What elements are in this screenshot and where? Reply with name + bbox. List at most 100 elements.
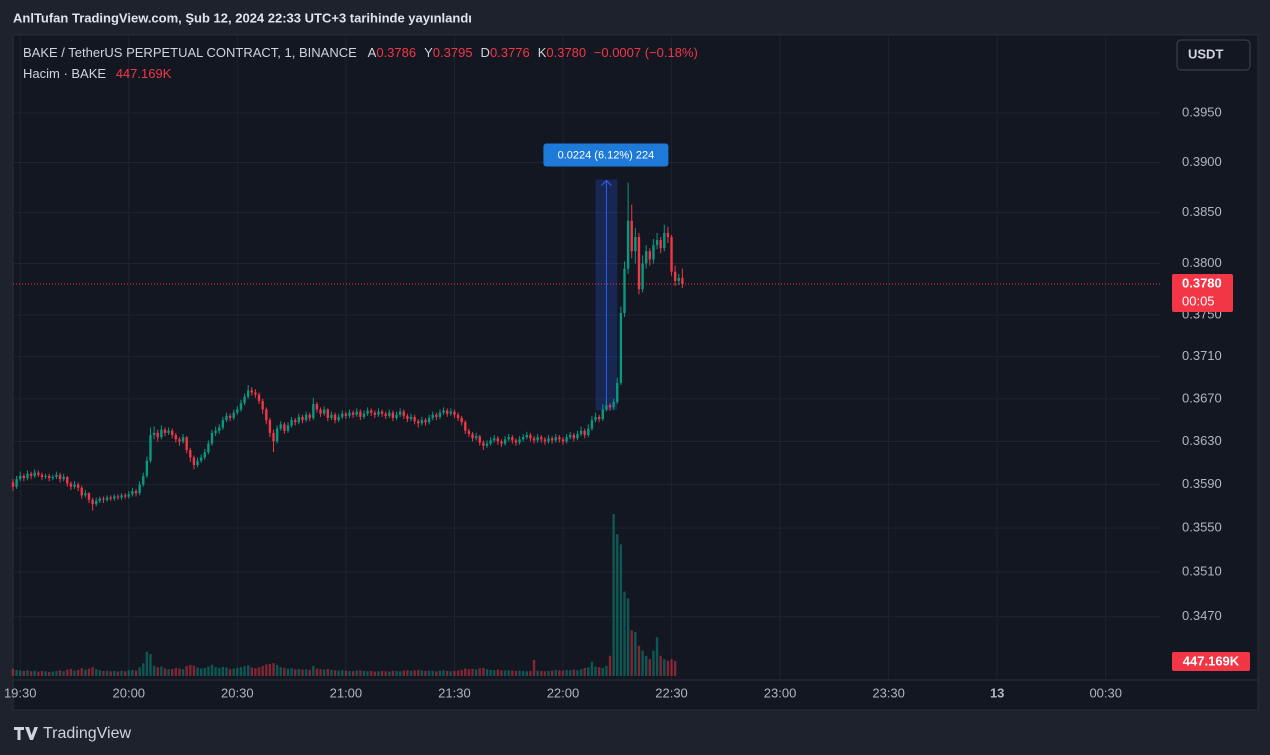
candle-body: [395, 414, 398, 418]
volume-bar: [322, 669, 326, 676]
measure-arrow-head: [601, 179, 612, 186]
candle-body: [579, 430, 583, 434]
volume-bar: [301, 669, 304, 676]
candle-body: [265, 409, 268, 421]
volume-bar: [590, 661, 594, 676]
volume-bar: [402, 670, 405, 676]
volume-bar: [330, 669, 333, 676]
volume-bar: [424, 670, 427, 676]
candle-body: [641, 263, 644, 290]
candle-body: [554, 437, 557, 441]
volume-bar: [62, 671, 65, 676]
volume-bar: [192, 665, 196, 676]
volume-bar: [127, 670, 130, 676]
legend-value: 0.3795: [433, 45, 473, 60]
volume-bar: [579, 669, 583, 676]
candle-body: [44, 475, 47, 477]
candle-body: [37, 472, 40, 475]
candle-body: [413, 416, 416, 422]
chart-panel: [12, 34, 1259, 711]
candle-body: [460, 417, 463, 423]
candle-body: [26, 473, 29, 479]
volume-legend: Hacim · BAKE 447.169K: [23, 66, 172, 81]
y-tick-label: 0.3590: [1182, 476, 1222, 491]
candle-body: [47, 475, 51, 479]
volume-bar: [366, 671, 369, 676]
candle-body: [98, 498, 102, 501]
candle-body: [590, 420, 594, 429]
countdown-label: 00:05: [1182, 293, 1215, 308]
candle-body: [69, 483, 73, 487]
volume-bar: [597, 667, 601, 676]
candle-body: [312, 404, 315, 418]
currency-label[interactable]: USDT: [1188, 46, 1223, 61]
candle-body: [250, 390, 254, 393]
candle-body: [525, 435, 528, 438]
volume-bar: [214, 667, 217, 676]
volume-bar: [109, 671, 112, 676]
candle-body: [134, 491, 138, 494]
candle-body: [623, 268, 626, 313]
volume-bar: [507, 670, 510, 676]
volume-bar: [355, 670, 358, 676]
volume-bar: [612, 514, 615, 676]
volume-bar: [503, 670, 507, 676]
candle-body: [199, 457, 203, 461]
candle-body: [210, 432, 214, 444]
candle-body: [272, 432, 275, 442]
candle-body: [637, 236, 641, 290]
candle-body: [275, 428, 279, 442]
candle-body: [185, 437, 188, 451]
candle-body: [91, 499, 94, 505]
candle-body: [156, 432, 159, 438]
candle-body: [630, 220, 633, 252]
volume-bar: [257, 667, 261, 676]
measure-label: 0.0224 (6.12%) 224: [558, 149, 655, 161]
footer-logo: TradingView: [14, 725, 131, 742]
candle-body: [507, 437, 510, 440]
candle-body: [485, 443, 489, 446]
candle-body: [482, 442, 485, 446]
candle-body: [268, 420, 272, 433]
candle-body: [304, 414, 308, 421]
candle-body: [127, 494, 130, 497]
x-tick-label: 23:00: [764, 685, 797, 700]
legend-value: 0.3776: [490, 45, 530, 60]
volume-bar: [467, 669, 471, 676]
volume-bar: [304, 669, 308, 676]
volume-bar: [15, 669, 18, 676]
candle-body: [123, 495, 127, 497]
candle-body: [308, 414, 311, 418]
candle-body: [192, 457, 196, 466]
candle-body: [109, 497, 112, 499]
candle-body: [601, 409, 604, 420]
volume-bar: [250, 667, 254, 676]
currency-button[interactable]: [1176, 39, 1251, 71]
volume-bar: [58, 670, 62, 676]
candle-body: [80, 487, 83, 496]
candle-body: [417, 421, 420, 424]
volume-bar: [471, 668, 474, 676]
candle-body: [626, 220, 630, 269]
volume-bar: [406, 670, 409, 676]
y-tick-label: 0.3900: [1182, 154, 1222, 169]
candle-body: [239, 403, 243, 410]
volume-bar: [576, 670, 579, 676]
candle-body: [333, 414, 337, 421]
volume-bar: [312, 665, 315, 676]
volume-bar: [196, 667, 199, 676]
volume-bar: [29, 671, 33, 676]
volume-bar: [348, 670, 351, 676]
candle-body: [87, 493, 91, 500]
volume-bar: [619, 544, 623, 676]
volume-bar: [601, 667, 604, 676]
volume-bar: [474, 669, 478, 676]
volume-bar: [547, 670, 550, 676]
volume-bar: [341, 670, 344, 676]
candle-body: [547, 438, 550, 442]
legend-value: 0.3786: [376, 45, 416, 60]
candle-body: [464, 422, 467, 431]
volume-bar: [225, 667, 228, 676]
legend-value: 0.3780: [546, 45, 586, 60]
candle-body: [236, 409, 239, 413]
